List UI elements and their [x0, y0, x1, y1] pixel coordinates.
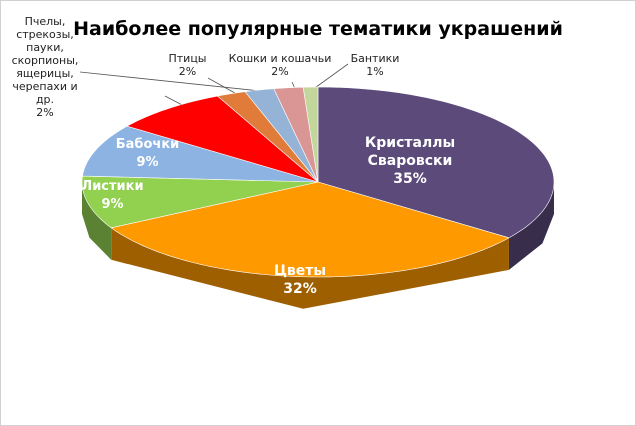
data-label: Кошки и кошачьи 2% [225, 52, 335, 78]
value-label: 32% [283, 281, 317, 297]
category-label: Листики [81, 179, 144, 194]
data-label: Цветы 32% [245, 262, 355, 298]
data-label: Бантики 1% [340, 52, 410, 78]
slice [244, 88, 319, 183]
value-label: 2% [271, 65, 289, 78]
slice [273, 86, 319, 183]
value-label: 9% [136, 155, 159, 170]
value-label: 35% [393, 171, 427, 187]
value-label: 9% [101, 197, 124, 212]
data-label: Листики 9% [75, 178, 150, 214]
category-label: Пчелы, стрекозы, пауки, скорпионы, ящери… [11, 15, 79, 106]
value-label: 2% [36, 106, 54, 119]
category-label: Бантики [350, 52, 400, 65]
slice [126, 95, 319, 183]
value-label: 1% [366, 65, 384, 78]
slice-side [82, 182, 112, 260]
category-label: Птицы [168, 52, 207, 65]
slice [302, 86, 319, 183]
category-label: Цветы [273, 263, 327, 279]
category-label: Кристаллы Сваровски [364, 135, 456, 169]
slice [81, 175, 319, 229]
category-label: Кошки и кошачьи [228, 52, 332, 65]
leader-line [311, 63, 349, 91]
value-label: 2% [178, 65, 197, 78]
data-label: Пчелы, стрекозы, пауки, скорпионы, ящери… [4, 15, 86, 119]
slice [110, 181, 510, 278]
chart-title: Наиболее популярные тематики украшений [73, 18, 563, 40]
category-label: Бабочки [115, 137, 180, 152]
slice [82, 125, 319, 183]
slice [317, 86, 555, 239]
data-label: Птицы 2% [160, 52, 215, 78]
slice-side [111, 227, 509, 309]
data-label: Кристаллы Сваровски 35% [345, 134, 475, 188]
slice-side [508, 182, 554, 270]
slice [216, 91, 319, 183]
data-label: Бабочки 9% [110, 136, 185, 172]
leader-line [79, 71, 271, 93]
